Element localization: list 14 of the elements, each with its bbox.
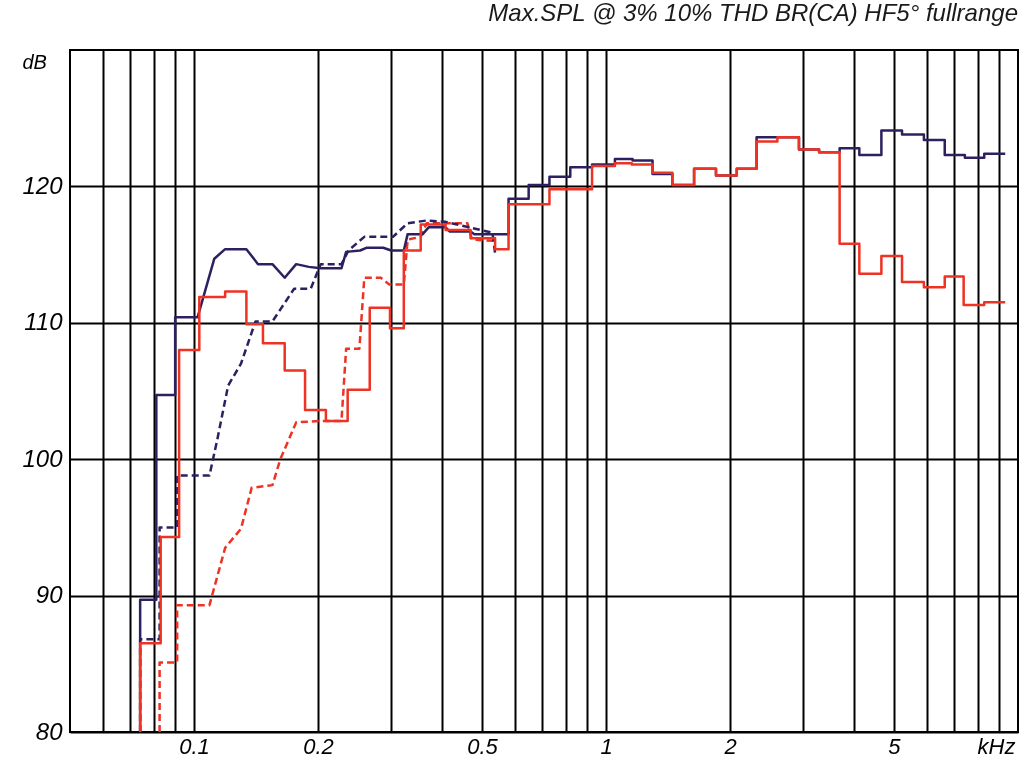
x-tick-label: 0.1 [179, 733, 210, 759]
chart-title: Max.SPL @ 3% 10% THD BR(CA) HF5° fullrange [488, 0, 1018, 26]
y-tick-label: 100 [22, 444, 64, 472]
y-tick-label: 90 [35, 581, 64, 609]
y-axis-title: dB [22, 50, 47, 73]
y-tick-label: 110 [24, 308, 64, 336]
x-tick-label: 2 [723, 733, 737, 759]
x-tick-label: 0.2 [303, 733, 334, 759]
x-tick-label: 1 [600, 733, 613, 759]
y-tick-label: 80 [35, 717, 64, 745]
x-tick-label: 0.5 [467, 733, 499, 759]
x-tick-label: 5 [888, 733, 902, 759]
x-axis-title: kHz [977, 733, 1016, 759]
y-tick-label: 120 [22, 171, 64, 199]
